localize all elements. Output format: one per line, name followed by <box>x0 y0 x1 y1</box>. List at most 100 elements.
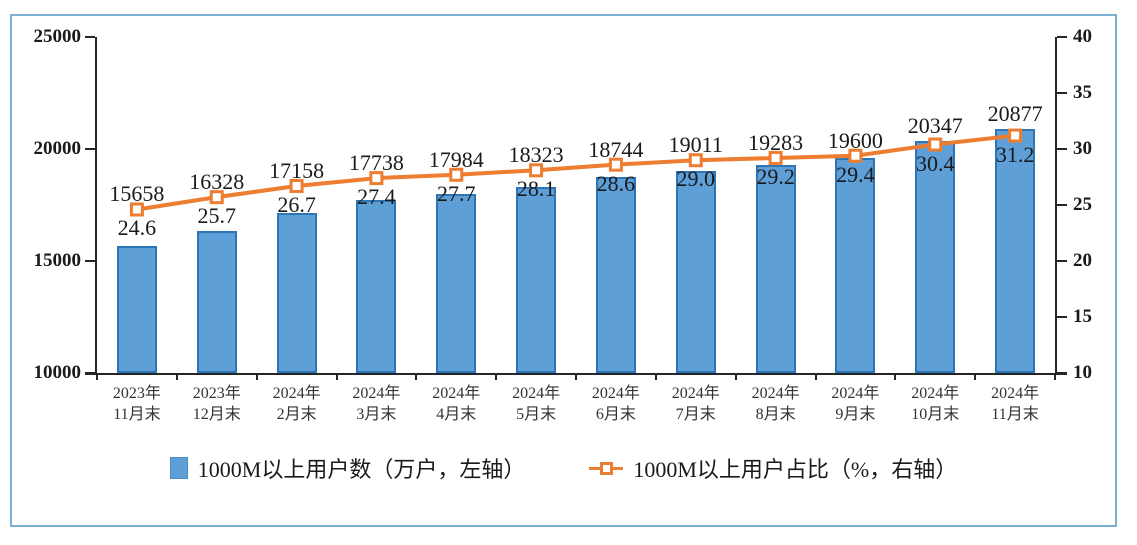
bar <box>595 177 636 373</box>
legend-label-bar-series: 1000M以上用户数（万户，左轴） <box>197 457 526 482</box>
left-axis-tick-label: 15000 <box>33 250 82 271</box>
x-axis-tick <box>415 373 418 380</box>
left-axis-tick-label: 25000 <box>33 26 82 47</box>
plot-area: 25000 20000 15000 10000 40 35 30 25 20 15 10 15658 2… <box>34 27 1093 383</box>
line-marker <box>768 150 783 165</box>
bar <box>436 194 477 373</box>
bar <box>755 165 796 373</box>
bar-value-label: 17984 <box>428 146 484 172</box>
bar-value-label: 17158 <box>269 157 325 183</box>
line-pct-label: 31.2 <box>995 141 1035 167</box>
line-series-marker-icon <box>589 461 624 475</box>
bar-value-label: 17738 <box>348 150 404 176</box>
right-axis-tick <box>1057 204 1067 206</box>
bar-value-label: 18323 <box>508 142 564 168</box>
bar <box>675 171 716 373</box>
line-marker <box>209 190 224 205</box>
line-marker <box>129 202 144 217</box>
line-pct-label: 29.0 <box>676 166 716 192</box>
right-axis-tick-label: 15 <box>1073 306 1092 327</box>
bar <box>276 212 317 373</box>
x-category-label: 2024年 5月末 <box>512 385 561 423</box>
x-category-label: 2024年 9月末 <box>831 385 880 423</box>
x-category-label: 2024年 2月末 <box>272 385 321 423</box>
right-axis-tick-label: 10 <box>1073 362 1092 383</box>
line-marker <box>289 178 304 193</box>
line-marker <box>529 163 544 178</box>
bar <box>116 246 157 373</box>
left-axis-tick-label: 10000 <box>33 362 82 383</box>
x-category-label: 2024年 3月末 <box>352 385 401 423</box>
right-axis-tick-label: 30 <box>1073 138 1092 159</box>
x-axis-tick <box>175 373 178 380</box>
line-marker <box>369 171 384 186</box>
line-pct-label: 24.6 <box>117 215 157 241</box>
right-axis-tick-label: 20 <box>1073 250 1092 271</box>
right-axis-tick <box>1057 92 1067 94</box>
line-pct-label: 25.7 <box>197 203 237 229</box>
bar <box>516 186 557 373</box>
left-axis-line <box>95 37 97 375</box>
bar-value-label: 16328 <box>189 169 245 195</box>
line-marker <box>449 167 464 182</box>
x-category-label: 2024年 11月末 <box>991 385 1040 423</box>
bar-value-label: 19600 <box>827 127 883 153</box>
x-category-label: 2024年 8月末 <box>751 385 800 423</box>
line-marker <box>1008 128 1023 143</box>
x-category-label: 2023年 11月末 <box>112 385 161 423</box>
line-pct-label: 28.1 <box>516 176 556 202</box>
left-axis-tick <box>85 148 95 150</box>
line-series <box>129 128 1023 217</box>
x-axis-tick <box>974 373 977 380</box>
left-axis-tick <box>85 36 95 38</box>
x-axis-tick <box>255 373 258 380</box>
left-axis-tick <box>85 260 95 262</box>
legend-label-line-series: 1000M以上用户占比（%，右轴） <box>633 457 958 482</box>
bar-value-label: 18744 <box>588 136 644 162</box>
right-axis-tick <box>1057 372 1067 374</box>
bar <box>915 141 956 373</box>
legend: 1000M以上用户数（万户，左轴） 1000M以上用户占比（%，右轴） <box>12 452 1115 484</box>
x-axis-tick <box>734 373 737 380</box>
bar-series-swatch-icon <box>169 457 188 479</box>
bar <box>995 129 1036 373</box>
line-marker <box>848 148 863 163</box>
x-category-label: 2024年 10月末 <box>911 385 960 423</box>
right-axis-line <box>1055 37 1057 375</box>
legend-item-line-series: 1000M以上用户占比（%，右轴） <box>589 452 957 484</box>
right-axis-tick <box>1057 316 1067 318</box>
line-pct-label: 27.4 <box>357 184 396 210</box>
x-axis-tick <box>575 373 577 380</box>
bar <box>356 199 397 373</box>
line-marker <box>608 157 623 172</box>
x-category-label: 2024年 6月末 <box>591 385 640 423</box>
right-axis-tick-label: 40 <box>1073 26 1092 47</box>
bar-value-label: 20877 <box>987 101 1043 127</box>
line-marker <box>928 137 943 152</box>
right-axis-tick <box>1057 148 1067 150</box>
chart-frame: 25000 20000 15000 10000 40 35 30 25 20 15 10 15658 2… <box>10 14 1117 527</box>
line-pct-label: 29.4 <box>836 161 875 187</box>
line-pct-label: 27.7 <box>437 180 476 206</box>
right-axis-tick <box>1057 260 1067 262</box>
bar-value-label: 15658 <box>109 181 165 207</box>
bar-value-label: 19283 <box>748 129 804 155</box>
x-category-label: 2024年 7月末 <box>671 385 720 423</box>
x-category-label: 2023年 12月末 <box>192 385 241 423</box>
bar-value-label: 19011 <box>668 132 723 158</box>
x-axis-tick <box>814 373 817 380</box>
line-pct-label: 28.6 <box>596 170 636 196</box>
left-axis-tick-label: 20000 <box>33 138 82 159</box>
right-axis-tick-label: 35 <box>1073 82 1092 103</box>
bar-value-label: 20347 <box>907 113 963 139</box>
bar <box>835 157 876 373</box>
right-axis-tick <box>1057 36 1067 38</box>
x-axis-tick <box>894 373 897 380</box>
x-axis-tick <box>1054 373 1056 380</box>
left-axis-tick <box>85 372 95 374</box>
right-axis-tick-label: 25 <box>1073 194 1092 215</box>
line-pct-label: 29.2 <box>756 163 795 189</box>
line-pct-label: 26.7 <box>277 191 316 217</box>
legend-item-bar-series: 1000M以上用户数（万户，左轴） <box>169 452 526 484</box>
x-axis-tick <box>495 373 498 380</box>
